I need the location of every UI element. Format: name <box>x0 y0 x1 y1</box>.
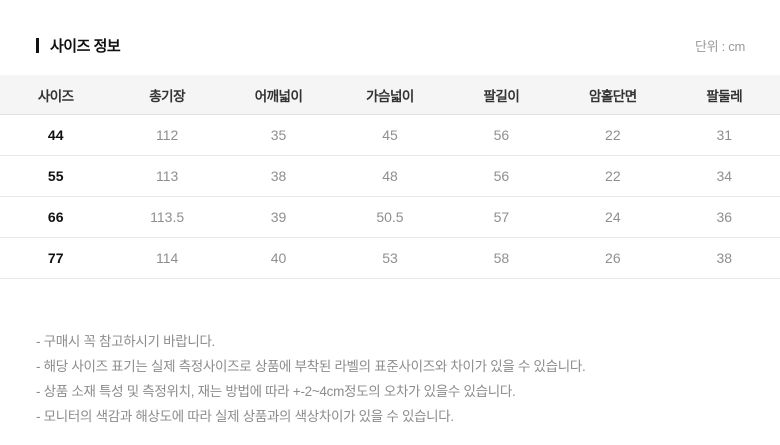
measurement-cell: 58 <box>445 237 558 279</box>
note-line: - 구매시 꼭 참고하시기 바랍니다. <box>36 334 216 349</box>
section-title-wrap: 사이즈 정보 <box>36 35 121 56</box>
column-header: 팔길이 <box>445 75 558 115</box>
measurement-cell: 50.5 <box>334 196 446 238</box>
column-header: 팔둘레 <box>668 75 780 115</box>
note-line: - 모니터의 색감과 해상도에 따라 실제 상품과의 색상차이가 있을 수 있습… <box>36 409 454 424</box>
header-row: 사이즈 총기장 어깨넓이 가슴넓이 팔길이 암홀단면 팔둘레 <box>0 75 780 115</box>
measurement-cell: 26 <box>557 237 669 279</box>
measurement-cell: 36 <box>668 196 780 238</box>
measurement-cell: 113.5 <box>111 196 223 238</box>
size-table-body: 44 112 35 45 56 22 31 55 113 38 48 56 22 34 66 113.5 39 5… <box>0 114 780 279</box>
measurement-cell: 40 <box>222 237 335 279</box>
measurement-cell: 56 <box>445 114 558 156</box>
title-bar-icon <box>36 37 39 53</box>
column-header: 사이즈 <box>0 75 112 115</box>
measurement-cell: 56 <box>445 155 558 197</box>
measurement-cell: 114 <box>111 237 223 279</box>
size-cell: 55 <box>0 155 112 197</box>
page-title: 사이즈 정보 <box>50 37 121 55</box>
notes-section: - 구매시 꼭 참고하시기 바랍니다. - 해당 사이즈 표기는 실제 측정사이즈… <box>36 329 750 429</box>
measurement-cell: 22 <box>557 155 669 197</box>
measurement-cell: 112 <box>111 114 223 156</box>
measurement-cell: 57 <box>445 196 558 238</box>
unit-label: 단위 : cm <box>695 38 745 54</box>
measurement-cell: 22 <box>557 114 669 156</box>
measurement-cell: 38 <box>668 237 780 279</box>
measurement-cell: 38 <box>222 155 335 197</box>
table-row: 44 112 35 45 56 22 31 <box>0 114 780 156</box>
size-cell: 77 <box>0 237 112 279</box>
column-header: 어깨넓이 <box>222 75 335 115</box>
section-header: 사이즈 정보 단위 : cm <box>0 0 780 56</box>
table-row: 77 114 40 53 58 26 38 <box>0 237 780 279</box>
table-row: 66 113.5 39 50.5 57 24 36 <box>0 196 780 238</box>
measurement-cell: 31 <box>668 114 780 156</box>
measurement-cell: 53 <box>334 237 446 279</box>
size-cell: 66 <box>0 196 112 238</box>
column-header: 총기장 <box>111 75 223 115</box>
measurement-cell: 34 <box>668 155 780 197</box>
size-table-head: 사이즈 총기장 어깨넓이 가슴넓이 팔길이 암홀단면 팔둘레 <box>0 75 780 115</box>
note-line: - 상품 소재 특성 및 측정위치, 재는 방법에 따라 +-2~4cm정도의 … <box>36 384 516 399</box>
measurement-cell: 48 <box>334 155 446 197</box>
column-header: 암홀단면 <box>557 75 669 115</box>
measurement-cell: 45 <box>334 114 446 156</box>
measurement-cell: 24 <box>557 196 669 238</box>
size-table: 사이즈 총기장 어깨넓이 가슴넓이 팔길이 암홀단면 팔둘레 44 112 35 45 56 22 31… <box>0 75 780 279</box>
column-header: 가슴넓이 <box>334 75 446 115</box>
measurement-cell: 113 <box>111 155 223 197</box>
measurement-cell: 39 <box>222 196 335 238</box>
table-row: 55 113 38 48 56 22 34 <box>0 155 780 197</box>
note-line: - 해당 사이즈 표기는 실제 측정사이즈로 상품에 부착된 라벨의 표준사이즈… <box>36 359 586 374</box>
measurement-cell: 35 <box>222 114 335 156</box>
size-cell: 44 <box>0 114 112 156</box>
